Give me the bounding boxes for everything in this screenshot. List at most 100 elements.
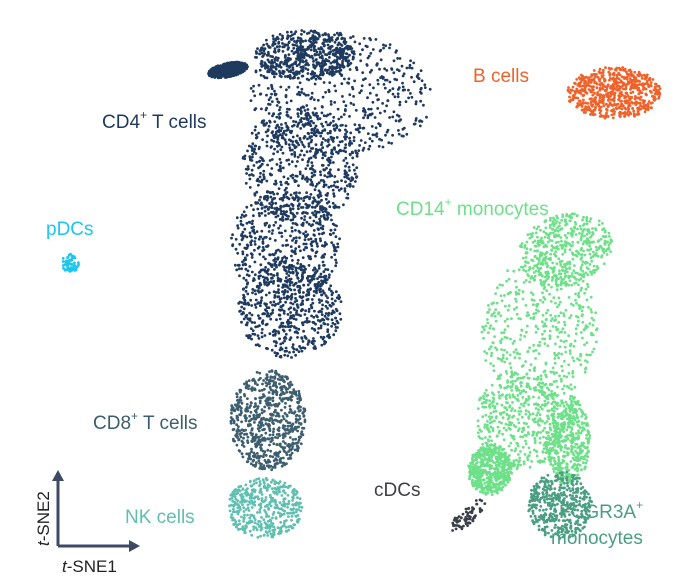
cell-point: [490, 455, 494, 459]
cell-point: [333, 128, 337, 132]
cell-point: [624, 92, 628, 95]
cell-point: [254, 325, 258, 329]
cell-point: [259, 304, 262, 308]
cell-point: [250, 313, 254, 317]
cell-point: [296, 112, 300, 116]
cell-point: [331, 188, 335, 192]
cell-point: [321, 207, 325, 211]
cell-point: [286, 48, 290, 51]
cell-point: [332, 333, 336, 337]
cell-point: [362, 109, 366, 113]
cell-point: [302, 92, 306, 95]
cell-point: [622, 82, 626, 85]
cell-point: [340, 37, 344, 41]
cell-point: [342, 65, 345, 69]
cell-point: [561, 369, 564, 373]
cell-point: [333, 66, 337, 69]
cell-point: [332, 184, 336, 187]
cell-point: [423, 83, 427, 87]
cell-point: [490, 439, 493, 443]
cell-point: [240, 320, 243, 324]
cell-point: [248, 155, 252, 159]
cell-point: [553, 357, 557, 360]
cell-point: [331, 222, 335, 226]
cell-point: [612, 99, 616, 102]
cell-point: [275, 97, 279, 101]
cell-point: [393, 77, 397, 81]
cell-point: [322, 213, 326, 217]
cell-point: [391, 133, 394, 137]
cell-point: [314, 41, 318, 44]
cell-point: [266, 87, 270, 90]
cell-point: [278, 164, 282, 168]
cell-point: [310, 171, 314, 175]
cell-point: [285, 58, 288, 62]
cell-point: [640, 77, 644, 80]
cell-point: [550, 402, 554, 406]
cell-point: [605, 102, 608, 106]
cell-point: [348, 182, 352, 186]
cell-point: [418, 119, 422, 123]
cell-point: [309, 237, 313, 241]
cell-point: [614, 80, 618, 84]
cell-point: [223, 72, 227, 76]
cell-point: [301, 256, 305, 259]
cell-point: [649, 106, 653, 110]
cell-point: [402, 134, 405, 138]
cell-point: [295, 41, 298, 44]
cell-point: [301, 55, 304, 59]
cell-point: [353, 79, 356, 83]
cell-point: [283, 353, 287, 357]
cell-point: [508, 362, 512, 365]
cell-point: [311, 70, 314, 74]
cell-point: [307, 118, 310, 122]
cell-point: [609, 102, 612, 106]
cell-point: [623, 67, 627, 71]
cell-point: [298, 153, 302, 157]
cell-point: [332, 311, 336, 314]
cell-point: [293, 62, 297, 65]
cell-point: [272, 197, 276, 200]
cell-point: [256, 334, 260, 337]
cell-point: [271, 114, 274, 118]
cell-point: [241, 230, 245, 234]
cell-point: [315, 182, 319, 186]
cell-point: [392, 71, 396, 75]
cell-point: [262, 177, 266, 181]
cell-point: [300, 268, 304, 272]
cell-point: [321, 156, 324, 160]
cell-point: [267, 261, 270, 265]
cell-point: [628, 77, 632, 80]
cell-point: [242, 65, 246, 69]
cell-point: [480, 330, 484, 334]
cell-point: [525, 422, 528, 426]
cell-point: [283, 43, 287, 47]
cell-point: [286, 182, 290, 186]
cell-point: [287, 215, 290, 218]
cell-point: [304, 230, 308, 234]
cell-point: [603, 89, 607, 92]
cell-point: [401, 81, 404, 85]
cell-point: [568, 352, 572, 355]
cell-point: [300, 321, 304, 325]
cell-point: [265, 281, 268, 284]
cell-point: [611, 109, 614, 113]
cell-point: [302, 291, 305, 294]
cell-point: [293, 197, 296, 201]
cell-point: [280, 259, 284, 263]
cell-point: [505, 357, 509, 361]
cell-point: [585, 341, 589, 344]
cell-point: [254, 70, 258, 74]
cell-point: [276, 150, 279, 154]
cell-point: [237, 71, 241, 75]
cell-point: [498, 396, 501, 400]
cell-point: [279, 161, 283, 165]
cell-point: [568, 397, 572, 401]
cell-point: [301, 45, 305, 49]
cell-point: [316, 244, 319, 248]
cell-point: [542, 283, 546, 287]
cell-point: [280, 235, 284, 238]
cell-point: [262, 119, 266, 122]
cell-point: [292, 213, 296, 217]
cell-point: [418, 124, 422, 128]
